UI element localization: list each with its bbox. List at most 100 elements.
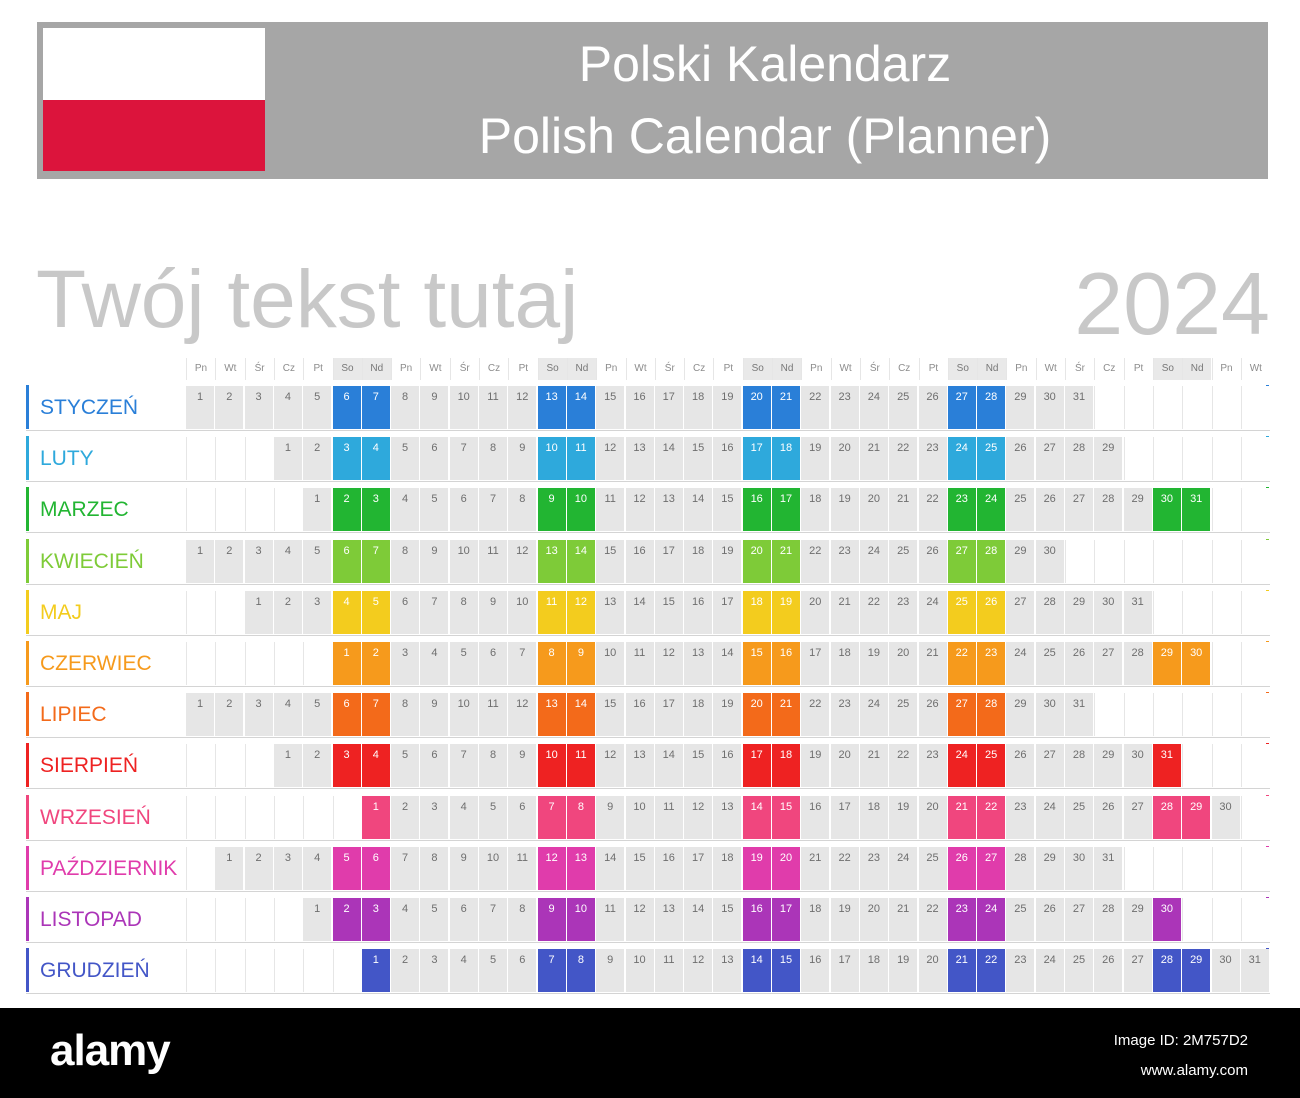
day-cell: 26 <box>1094 795 1123 839</box>
empty-cell <box>1152 590 1181 634</box>
weekend-day-cell: 25 <box>977 437 1006 481</box>
empty-cell <box>186 795 214 839</box>
weekend-day-cell: 28 <box>977 539 1006 583</box>
day-cell: 12 <box>684 795 713 839</box>
day-cell: 2 <box>391 795 420 839</box>
day-cell: 13 <box>713 795 742 839</box>
weekend-day-cell: 21 <box>947 949 976 993</box>
weekend-day-cell: 18 <box>742 590 771 634</box>
day-cell: 3 <box>391 642 420 685</box>
day-cell: 19 <box>830 488 859 532</box>
day-cell: 28 <box>1123 642 1152 685</box>
weekend-day-cell: 20 <box>742 386 771 429</box>
empty-cell <box>1211 642 1240 685</box>
empty-cell <box>186 437 214 481</box>
weekend-day-cell: 24 <box>947 744 976 788</box>
site-url-text: www.alamy.com <box>1140 1062 1248 1079</box>
day-cell: 30 <box>1123 744 1152 788</box>
weekday-header-cell: Pt <box>508 358 537 380</box>
day-cell: 2 <box>215 386 244 429</box>
weekend-day-cell: 27 <box>947 539 976 583</box>
month-color-marker <box>26 897 29 941</box>
weekend-day-cell: 31 <box>1152 744 1181 788</box>
day-cell: 30 <box>1035 693 1064 737</box>
empty-cell <box>1211 437 1240 481</box>
month-name: WRZESIEŃ <box>40 805 151 829</box>
day-cell: 28 <box>1094 898 1123 941</box>
day-cell: 14 <box>684 898 713 941</box>
weekday-header-cell: Pn <box>801 358 830 380</box>
month-color-marker <box>26 743 29 788</box>
day-cell: 22 <box>859 590 888 634</box>
image-id-text: Image ID: 2M757D2 <box>1113 1032 1248 1049</box>
weekday-header-cell: So <box>537 358 567 380</box>
weekend-day-cell: 10 <box>566 898 595 941</box>
day-cell: 22 <box>918 488 947 532</box>
empty-cell <box>1211 539 1240 583</box>
row-divider <box>26 993 1270 995</box>
weekend-day-cell: 16 <box>742 488 771 532</box>
weekday-header-cell: Wt <box>625 358 655 380</box>
month-color-marker <box>26 794 29 839</box>
month-color-marker <box>26 487 29 532</box>
day-cell: 12 <box>596 437 625 481</box>
empty-cell <box>215 898 244 941</box>
day-cell: 15 <box>654 590 683 634</box>
weekday-header-cell: Pn <box>596 358 625 380</box>
empty-cell <box>303 642 332 685</box>
weekend-day-cell: 30 <box>1152 488 1181 532</box>
day-cell: 25 <box>889 539 918 583</box>
weekday-header-cell: Wt <box>420 358 449 380</box>
day-cell: 16 <box>625 539 654 583</box>
empty-cell <box>215 642 244 685</box>
weekday-header-cell: Śr <box>654 358 684 380</box>
weekend-day-cell: 17 <box>742 744 771 788</box>
weekday-header-cell: Pt <box>713 358 742 380</box>
month-row: STYCZEŃ 1 2 3 4 5 6 7 8 9 10 11 12 13 14 15 16 17 18 19 20 21… <box>0 380 1300 431</box>
month-row: KWIECIEŃ 1 2 3 4 5 6 7 8 9 10 11 12 13 14 15 16 17 18 19 20 2… <box>0 534 1300 585</box>
month-color-marker <box>26 845 29 890</box>
weekend-day-cell: 13 <box>537 386 566 429</box>
empty-cell <box>1240 539 1269 583</box>
day-cell: 24 <box>1035 949 1064 993</box>
day-cell: 23 <box>859 846 888 890</box>
weekend-day-cell: 12 <box>566 590 595 634</box>
weekend-day-cell: 6 <box>332 539 361 583</box>
weekday-header-cell: Śr <box>244 358 274 380</box>
day-cell: 10 <box>508 590 537 634</box>
weekend-day-cell: 29 <box>1182 795 1211 839</box>
day-cell: 4 <box>273 539 302 583</box>
day-cell: 19 <box>801 437 830 481</box>
day-cell: 17 <box>684 846 713 890</box>
day-cell: 27 <box>1035 744 1064 788</box>
day-cell: 20 <box>918 795 947 839</box>
weekend-day-cell: 9 <box>537 488 566 532</box>
day-cell: 22 <box>830 846 859 890</box>
empty-cell <box>1240 437 1269 481</box>
empty-cell <box>273 949 302 993</box>
weekday-header-cell: Pt <box>918 358 948 380</box>
title-english: Polish Calendar (Planner) <box>478 108 1052 164</box>
month-name: PAŹDZIERNIK <box>40 856 178 880</box>
day-cell: 21 <box>918 642 947 685</box>
day-cell: 9 <box>479 590 507 634</box>
weekend-day-cell: 18 <box>772 437 800 481</box>
day-cell: 8 <box>479 744 507 788</box>
weekend-day-cell: 26 <box>947 846 976 890</box>
weekend-day-cell: 15 <box>772 949 800 993</box>
empty-cell <box>1211 846 1240 890</box>
day-cell: 18 <box>801 488 830 532</box>
day-cell: 31 <box>1123 590 1152 634</box>
empty-cell <box>273 642 302 685</box>
footer-bar: alamy Image ID: 2M757D2 www.alamy.com <box>0 1008 1300 1098</box>
custom-text: Twój tekst tutaj <box>36 254 579 345</box>
day-cell: 27 <box>1065 488 1093 532</box>
day-cell: 7 <box>449 744 478 788</box>
weekend-day-cell: 1 <box>361 949 390 993</box>
day-cell: 24 <box>859 693 888 737</box>
weekend-day-cell: 23 <box>947 488 976 532</box>
day-cell: 19 <box>713 539 742 583</box>
empty-cell <box>1211 488 1240 532</box>
empty-cell <box>303 795 332 839</box>
day-cell: 29 <box>1006 539 1035 583</box>
